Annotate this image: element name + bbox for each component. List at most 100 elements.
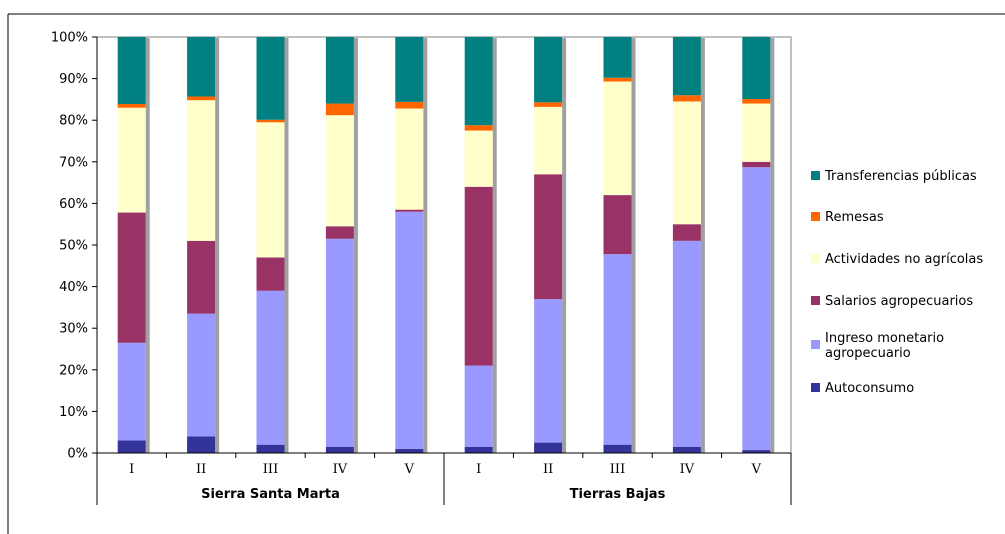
legend-label: Actividades no agrícolas [825,252,983,267]
bar-segment-10-ingreso-monetario-agropecuario [742,167,771,451]
bar-segment-5-ingreso-monetario-agropecuario [395,211,424,449]
y-tick-label: 80% [59,114,88,129]
bar-segment-8-autoconsumo [603,444,632,453]
bar-segment-6-actividades-no-agr-colas [464,130,493,187]
bar-segment-4-ingreso-monetario-agropecuario [325,238,354,447]
bar-shadow [284,38,289,453]
bar-segment-9-ingreso-monetario-agropecuario [672,240,701,447]
y-tick-label: 60% [59,197,88,212]
bar-segment-7-transferencias-p-blicas [534,37,563,103]
bar-segment-10-salarios-agropecuarios [742,161,771,168]
bar-segment-10-autoconsumo [742,450,771,453]
bar-segment-8-transferencias-p-blicas [603,37,632,78]
bar-segment-1-salarios-agropecuarios [117,212,146,343]
bar-shadow [770,38,775,453]
x-tick-label: II [196,462,206,477]
bar-segment-4-actividades-no-agr-colas [325,115,354,227]
bar-shadow [423,38,428,453]
legend-label: Autoconsumo [825,381,914,396]
bar-segment-9-transferencias-p-blicas [672,37,701,96]
bar-segment-2-transferencias-p-blicas [187,37,216,97]
bar-segment-10-actividades-no-agr-colas [742,103,771,162]
legend-swatch [811,340,820,349]
legend-swatch [811,383,820,392]
bar-segment-3-salarios-agropecuarios [256,257,285,291]
bar-segment-1-remesas [117,103,146,108]
bar-shadow [562,38,567,453]
bar-segment-2-actividades-no-agr-colas [187,100,216,241]
bar-segment-7-actividades-no-agr-colas [534,106,563,175]
x-tick-label: V [404,462,415,477]
y-tick-label: 20% [59,363,88,378]
bar-segment-2-remesas [187,96,216,101]
bar-shadow [353,38,358,453]
bar-segment-4-transferencias-p-blicas [325,37,354,104]
legend-swatch [811,296,820,305]
bar-shadow [145,38,150,453]
bar-segment-9-salarios-agropecuarios [672,224,701,241]
bar-segment-7-ingreso-monetario-agropecuario [534,299,563,443]
bars-layer [117,37,775,453]
bar-shadow [492,38,497,453]
bar-segment-6-ingreso-monetario-agropecuario [464,365,493,447]
x-group-label: Tierras Bajas [570,487,666,502]
bar-segment-3-remesas [256,119,285,123]
legend-swatch [811,212,820,221]
y-tick-label: 30% [59,322,88,337]
bar-segment-6-remesas [464,125,493,131]
bar-segment-7-remesas [534,102,563,107]
bar-segment-1-autoconsumo [117,440,146,453]
bar-segment-2-ingreso-monetario-agropecuario [187,313,216,437]
bar-segment-4-salarios-agropecuarios [325,226,354,239]
bar-segment-5-salarios-agropecuarios [395,209,424,212]
bar-segment-3-transferencias-p-blicas [256,37,285,120]
x-tick-label: III [263,462,278,477]
y-tick-label: 0% [67,447,88,462]
legend-swatch [811,254,820,263]
bar-segment-4-autoconsumo [325,446,354,453]
bar-segment-2-salarios-agropecuarios [187,240,216,314]
x-tick-label: III [610,462,625,477]
bar-segment-7-autoconsumo [534,442,563,453]
x-tick-label: IV [680,462,695,477]
legend: Transferencias públicas Remesas Actividade… [811,169,983,396]
y-tick-label: 70% [59,155,88,170]
y-tick-label: 50% [59,239,88,254]
bar-segment-5-actividades-no-agr-colas [395,108,424,210]
bar-shadow [631,38,636,453]
bar-segment-5-autoconsumo [395,448,424,453]
bar-segment-10-remesas [742,98,771,104]
bar-shadow [700,38,705,453]
legend-swatch [811,171,820,180]
bar-segment-8-remesas [603,77,632,82]
bar-segment-5-remesas [395,101,424,109]
x-group-label: Sierra Santa Marta [201,487,340,502]
legend-label: Salarios agropecuarios [825,294,973,309]
bar-segment-7-salarios-agropecuarios [534,174,563,300]
legend-label: Remesas [825,210,884,225]
legend-label: Ingreso monetario agropecuario [825,331,944,361]
legend-label: Transferencias públicas [824,169,977,184]
x-tick-label: I [476,462,481,477]
bar-segment-1-ingreso-monetario-agropecuario [117,342,146,441]
bar-segment-3-actividades-no-agr-colas [256,122,285,258]
axes-layer: 0%10%20%30%40%50%60%70%80%90%100%I II III I… [51,31,792,505]
bar-segment-8-salarios-agropecuarios [603,195,632,255]
x-tick-label: II [543,462,553,477]
y-tick-label: 10% [59,405,88,420]
bar-segment-6-salarios-agropecuarios [464,186,493,366]
y-tick-label: 90% [59,72,88,87]
bar-segment-9-autoconsumo [672,446,701,453]
y-tick-label: 100% [51,31,88,46]
bar-segment-9-remesas [672,95,701,102]
bar-segment-6-autoconsumo [464,446,493,453]
bar-segment-5-transferencias-p-blicas [395,37,424,102]
bar-shadow [215,38,220,453]
bar-segment-9-actividades-no-agr-colas [672,101,701,225]
x-tick-label: V [751,462,762,477]
bar-segment-4-remesas [325,103,354,116]
y-tick-label: 40% [59,280,88,295]
x-tick-label: I [129,462,134,477]
